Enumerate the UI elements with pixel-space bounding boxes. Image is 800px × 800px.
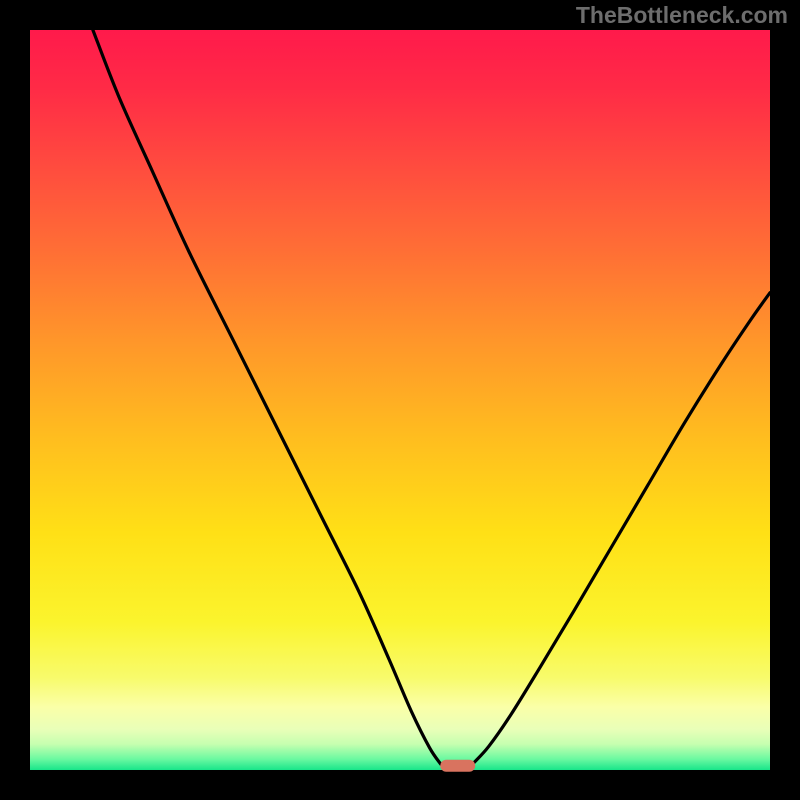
- watermark-text: TheBottleneck.com: [576, 2, 788, 29]
- bottleneck-curve: [30, 30, 770, 770]
- curve-left-branch: [93, 30, 441, 764]
- chart-frame: TheBottleneck.com: [0, 0, 800, 800]
- curve-right-branch: [474, 293, 770, 763]
- optimal-point-marker: [440, 759, 476, 772]
- plot-area: [30, 30, 770, 770]
